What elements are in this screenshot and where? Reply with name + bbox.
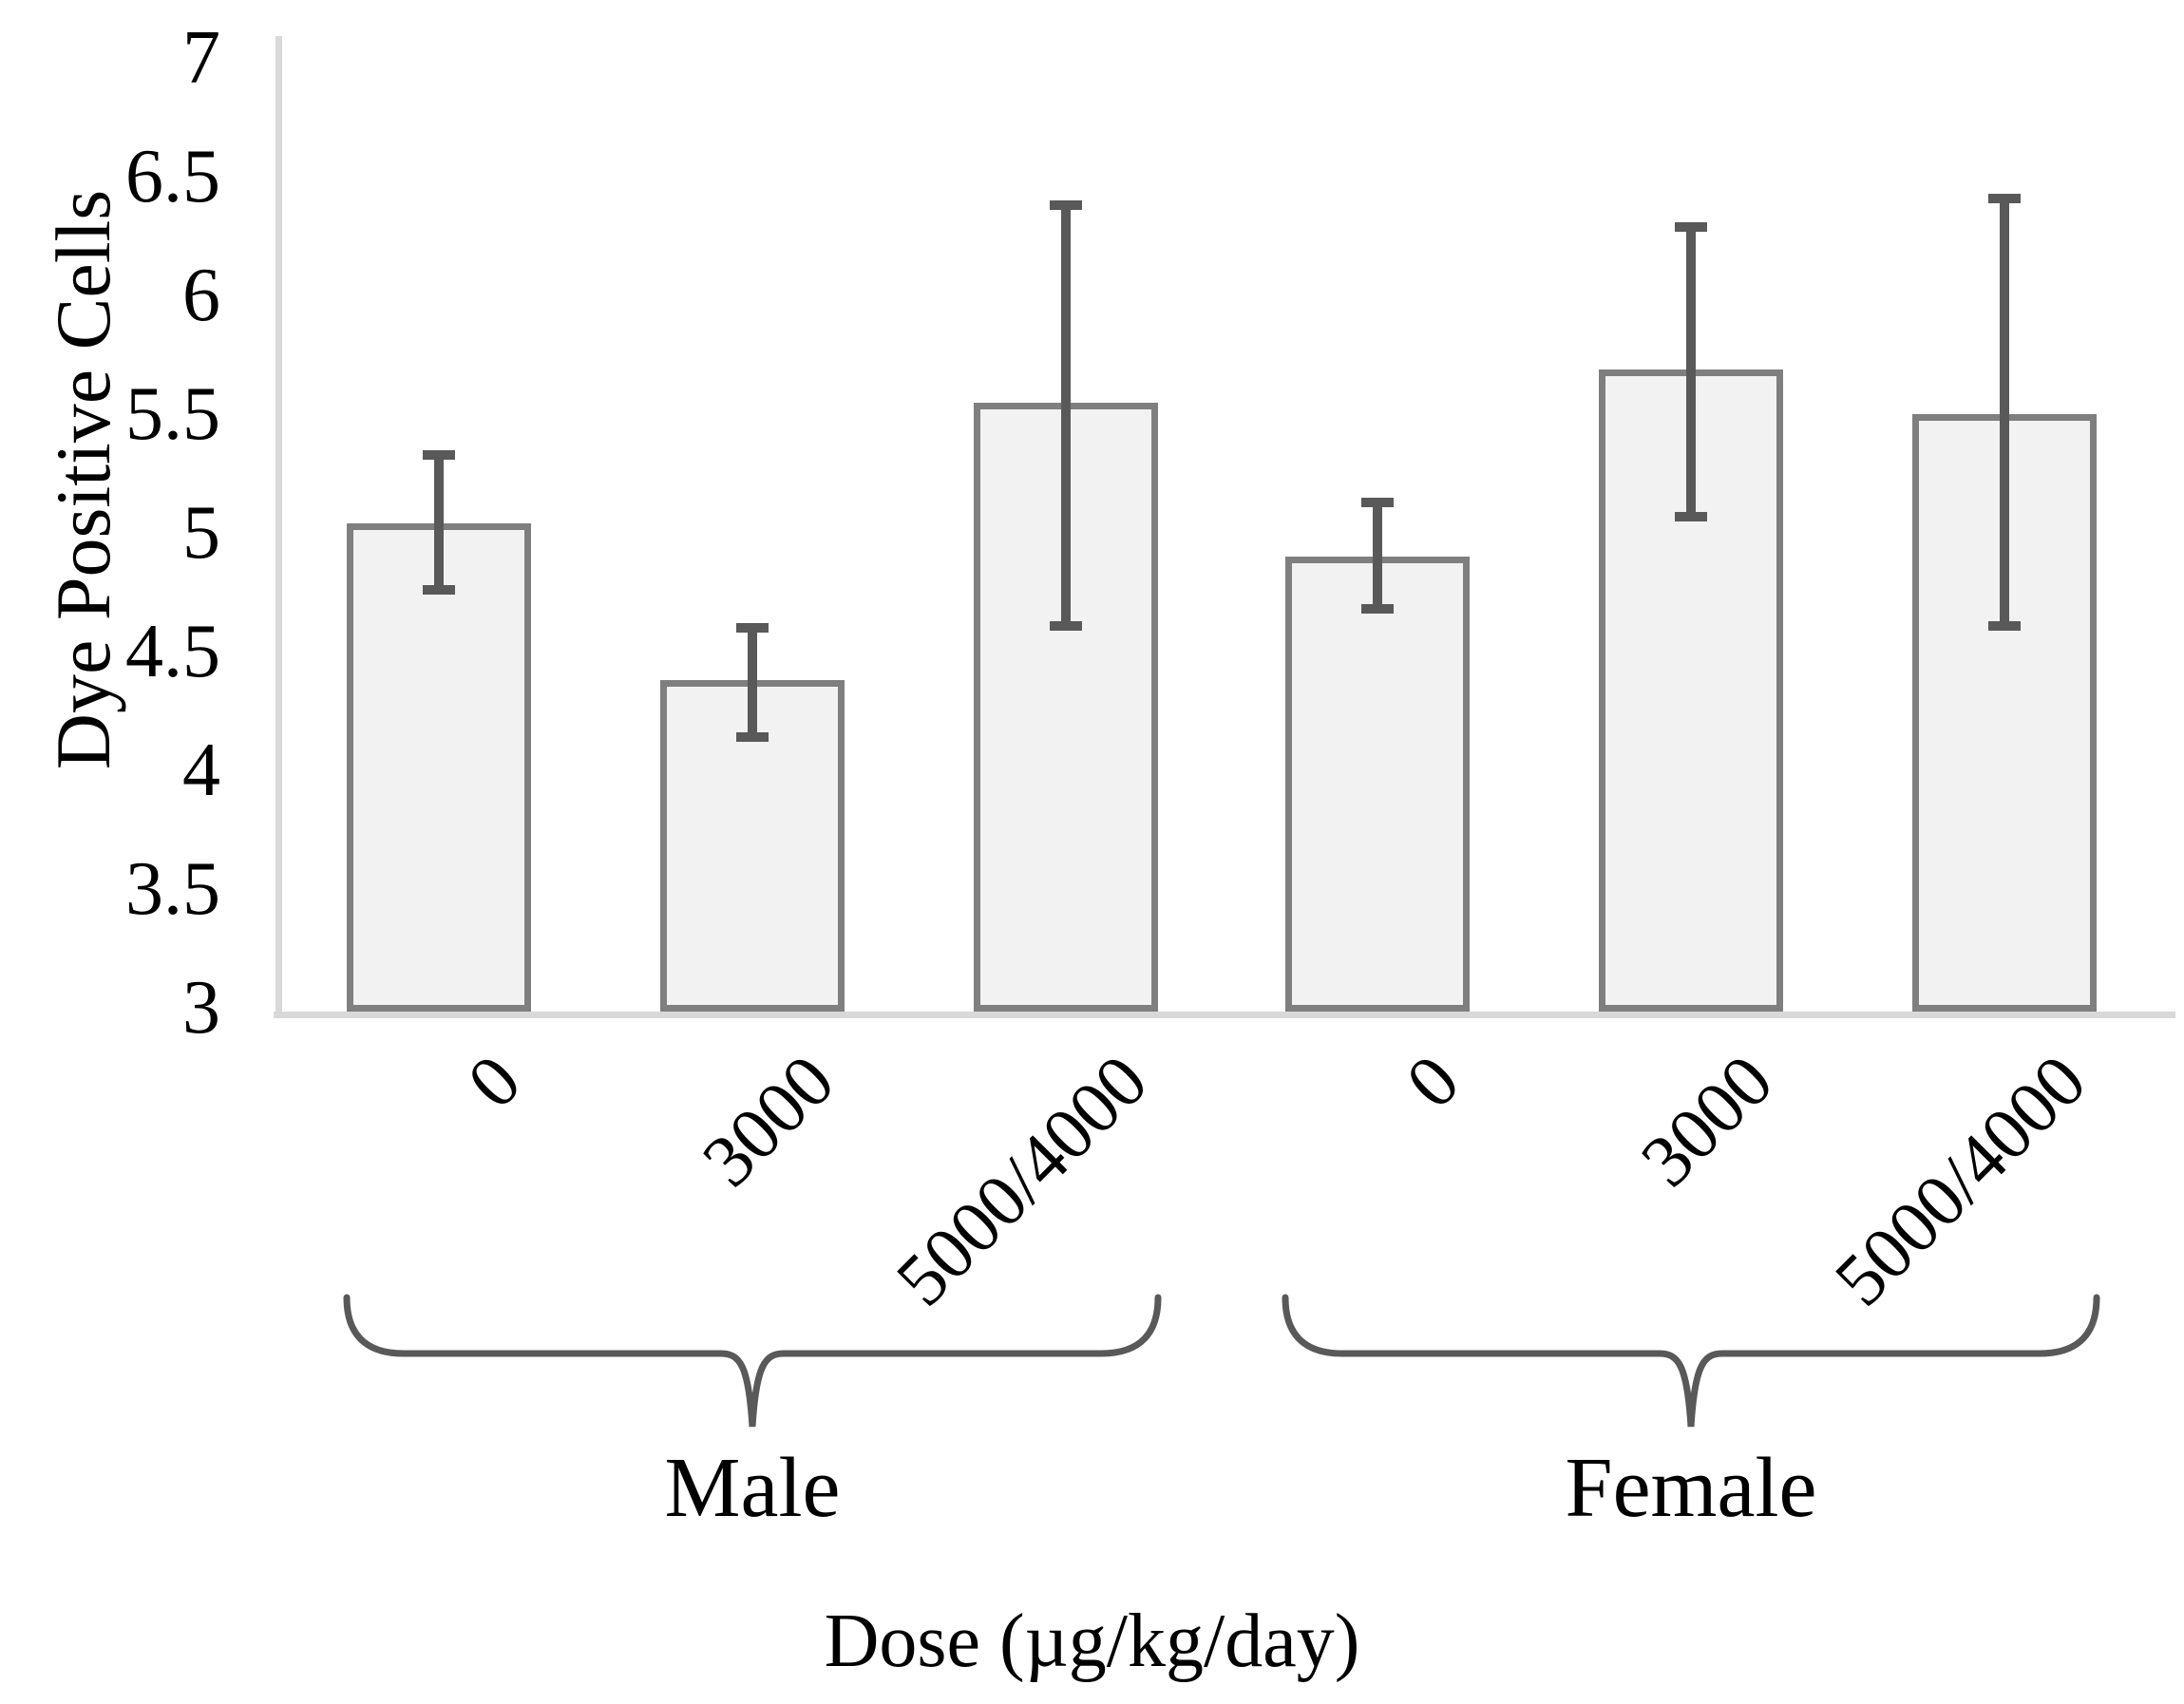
x-axis-title: Dose (µg/kg/day) <box>824 1600 1360 1683</box>
error-bar-cap <box>1050 620 1082 631</box>
y-tick-label: 5 <box>182 491 220 575</box>
error-bar-cap <box>736 623 769 633</box>
y-tick-label: 6 <box>182 254 220 337</box>
brace-female <box>1282 1294 2100 1428</box>
error-bar <box>434 454 444 590</box>
error-bar-cap <box>1988 193 2021 203</box>
y-axis-line <box>275 36 282 1018</box>
error-bar <box>748 628 757 737</box>
y-tick-label: 4 <box>182 729 220 812</box>
group-label-male: Male <box>664 1441 841 1535</box>
error-bar-cap <box>1675 511 1707 521</box>
brace-male <box>343 1294 1162 1428</box>
error-bar-cap <box>1050 200 1082 210</box>
y-tick-label: 4.5 <box>125 610 220 693</box>
error-bar-cap <box>423 585 455 595</box>
y-tick-label: 3 <box>182 966 220 1050</box>
error-bar-cap <box>1361 604 1394 614</box>
y-tick-label: 3.5 <box>125 847 220 931</box>
error-bar-cap <box>736 732 769 742</box>
bar-male-3000 <box>660 680 845 1012</box>
error-bar <box>1686 226 1696 517</box>
error-bar <box>2000 198 2009 626</box>
error-bar-cap <box>1675 221 1707 232</box>
y-tick-label: 6.5 <box>125 135 220 218</box>
bar-male-0 <box>347 523 531 1012</box>
error-bar-cap <box>1361 497 1394 507</box>
x-axis-line <box>274 1012 2175 1018</box>
error-bar <box>1061 205 1071 626</box>
group-label-female: Female <box>1565 1441 1817 1535</box>
error-bar-cap <box>423 449 455 460</box>
y-tick-label: 5.5 <box>125 372 220 456</box>
error-bar <box>1373 502 1382 609</box>
error-bar-cap <box>1988 620 2021 631</box>
y-tick-label: 7 <box>182 16 220 100</box>
